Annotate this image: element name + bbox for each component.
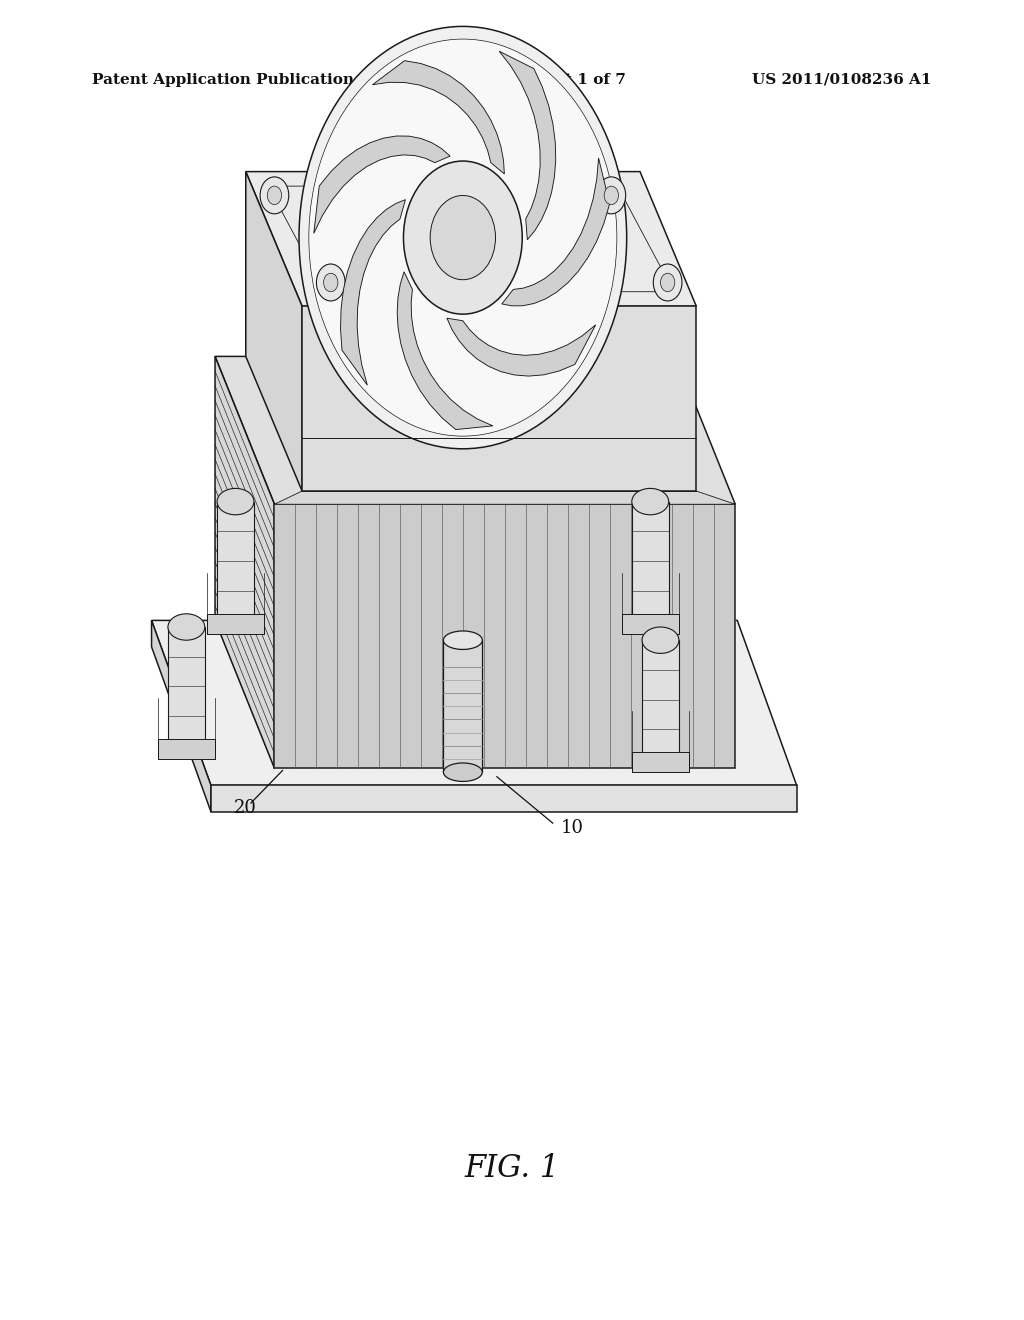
Polygon shape (274, 504, 735, 768)
Polygon shape (443, 640, 482, 772)
Polygon shape (274, 491, 735, 504)
Polygon shape (246, 172, 696, 306)
Polygon shape (341, 199, 406, 385)
Polygon shape (215, 356, 735, 504)
Circle shape (597, 177, 626, 214)
Polygon shape (373, 61, 505, 174)
Polygon shape (211, 785, 797, 812)
Text: Patent Application Publication: Patent Application Publication (92, 73, 354, 87)
Polygon shape (215, 356, 274, 768)
Polygon shape (446, 318, 596, 376)
Circle shape (604, 186, 618, 205)
Polygon shape (632, 502, 669, 620)
Polygon shape (158, 739, 215, 759)
Polygon shape (397, 272, 493, 429)
Polygon shape (502, 158, 609, 306)
Polygon shape (217, 502, 254, 620)
Text: 10: 10 (561, 818, 584, 837)
Polygon shape (168, 627, 205, 746)
Polygon shape (632, 752, 689, 772)
Polygon shape (313, 136, 451, 234)
Ellipse shape (642, 627, 679, 653)
Circle shape (299, 26, 627, 449)
Ellipse shape (217, 488, 254, 515)
Circle shape (309, 40, 616, 436)
Polygon shape (622, 614, 679, 634)
Polygon shape (642, 640, 679, 759)
Ellipse shape (168, 614, 205, 640)
Polygon shape (302, 306, 696, 491)
Text: May 12, 2011  Sheet 1 of 7: May 12, 2011 Sheet 1 of 7 (398, 73, 626, 87)
Ellipse shape (632, 488, 669, 515)
Polygon shape (152, 620, 211, 812)
Circle shape (260, 177, 289, 214)
Text: 100: 100 (681, 486, 716, 504)
Ellipse shape (443, 763, 482, 781)
Text: 40: 40 (681, 548, 703, 566)
Circle shape (267, 186, 282, 205)
Polygon shape (246, 172, 302, 491)
Circle shape (653, 264, 682, 301)
Polygon shape (500, 51, 556, 240)
Text: 20: 20 (233, 799, 256, 817)
Text: 30: 30 (609, 341, 632, 359)
Circle shape (660, 273, 675, 292)
Text: US 2011/0108236 A1: US 2011/0108236 A1 (753, 73, 932, 87)
Circle shape (403, 161, 522, 314)
Ellipse shape (443, 631, 482, 649)
Polygon shape (152, 620, 797, 785)
Text: FIG. 1: FIG. 1 (464, 1152, 560, 1184)
Circle shape (430, 195, 496, 280)
Polygon shape (207, 614, 264, 634)
Circle shape (324, 273, 338, 292)
Circle shape (316, 264, 345, 301)
